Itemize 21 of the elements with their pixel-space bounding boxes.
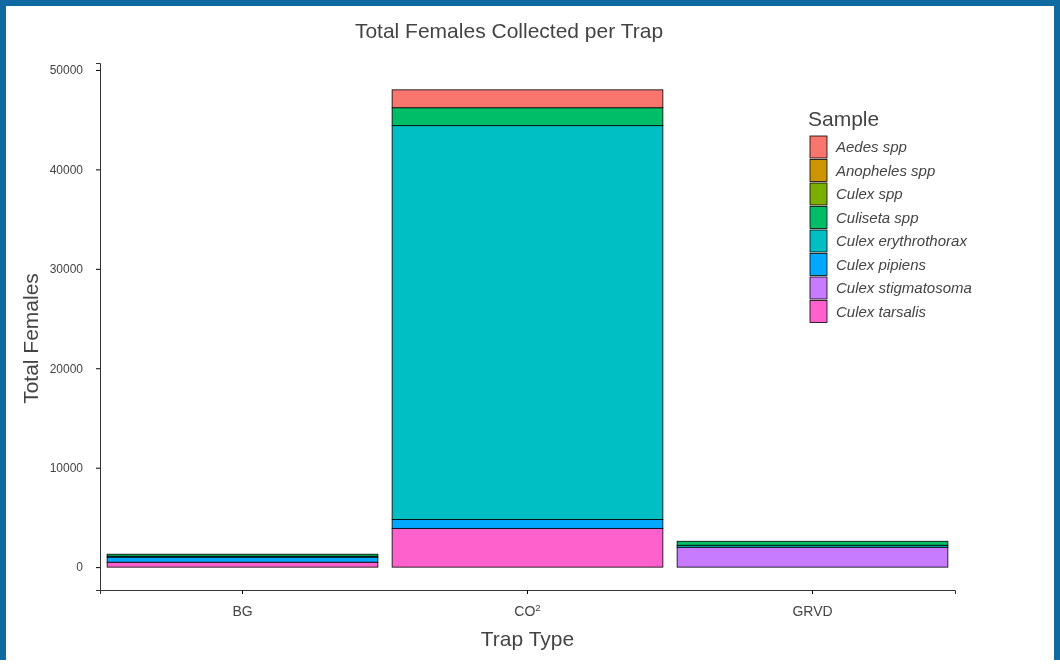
y-tick-label: 30000 [49,262,84,277]
legend-label: Anopheles spp [835,161,936,179]
chart-title: Total Females Collected per Trap [354,19,664,42]
legend-label: Culex erythrothorax [836,232,968,249]
y-tick-label: 20000 [49,361,84,376]
legend-title: Sample [808,107,880,130]
legend-label: Culex tarsalis [836,302,927,320]
y-axis-title: Total Females [19,273,42,404]
x-tick-label: GRVD [792,603,833,619]
x-tick-label: CO$^{2}$ [514,601,541,619]
x-axis-title: Trap Type [480,627,575,650]
legend-label: Aedes spp [835,138,907,155]
y-tick-label: 10000 [49,461,84,476]
y-tick-label: 0 [76,560,84,575]
legend-label: Culex pipiens [836,255,927,273]
y-tick-label: 40000 [49,162,84,177]
x-tick-label: BG [232,603,253,619]
legend-label: Culex stigmatosoma [836,279,972,296]
legend-label: Culex spp [836,185,903,202]
legend-label: Culiseta spp [836,208,919,226]
y-tick-label: 50000 [49,63,84,78]
